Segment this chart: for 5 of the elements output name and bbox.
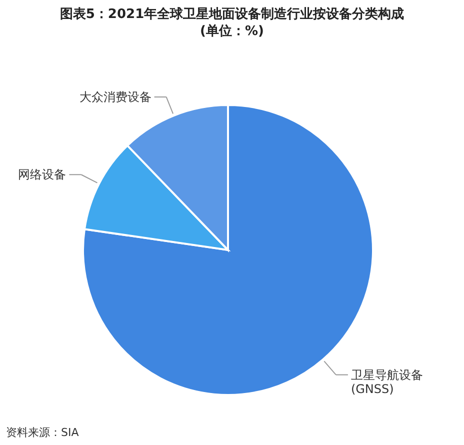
slice-label: 网络设备 bbox=[18, 168, 66, 182]
chart-title: 图表5：2021年全球卫星地面设备制造行业按设备分类构成 (单位：%) bbox=[60, 6, 404, 39]
text: 资料来源：SIA bbox=[6, 426, 80, 439]
slice-label: 大众消费设备 bbox=[79, 90, 152, 104]
slice-label: 卫星导航设备 (GNSS) bbox=[350, 368, 423, 396]
